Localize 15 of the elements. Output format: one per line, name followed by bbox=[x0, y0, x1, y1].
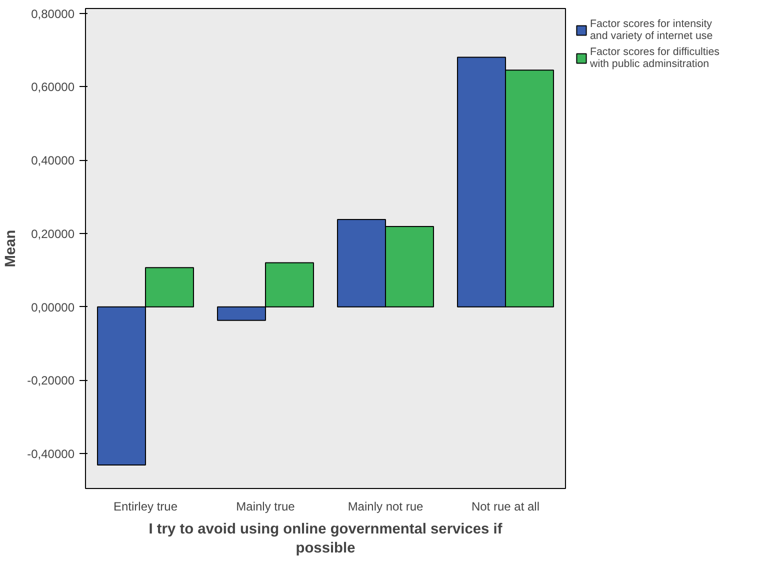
y-tick-label: 0,00000 bbox=[31, 300, 75, 314]
y-tick-label: 0,20000 bbox=[31, 226, 75, 241]
x-axis-title: I try to avoid using online governmental services if possible bbox=[148, 522, 502, 557]
y-tick-label: 0,60000 bbox=[31, 80, 75, 94]
y-tick-label: 0,40000 bbox=[31, 154, 75, 168]
x-tick-label: Not rue at all bbox=[471, 500, 540, 514]
legend-label: Factor scores for difficulties with public adminsitration bbox=[590, 46, 720, 70]
x-tick-label: Mainly not rue bbox=[348, 500, 424, 514]
y-tick-label: -0,40000 bbox=[27, 447, 75, 462]
legend-label: Factor scores for intensity and variety of internet use bbox=[590, 18, 713, 42]
x-tick-label: Mainly true bbox=[236, 500, 296, 514]
y-axis-title: Mean bbox=[3, 230, 20, 268]
x-tick-label: Entirley true bbox=[113, 500, 178, 514]
y-tick-label: 0,80000 bbox=[31, 6, 75, 21]
y-tick-label: -0,20000 bbox=[27, 374, 75, 388]
